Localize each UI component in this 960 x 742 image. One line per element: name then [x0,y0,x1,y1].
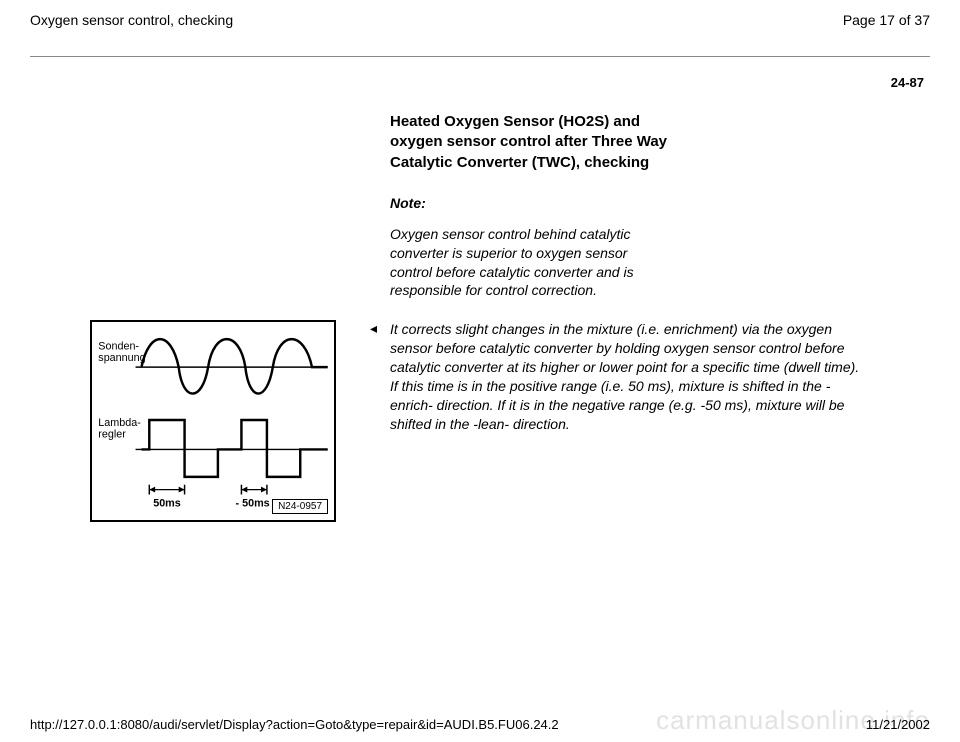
diagram-label-bot1: Lambda- [98,417,141,429]
header-page: Page 17 of 37 [843,12,930,28]
note-label: Note: [390,195,670,211]
footer-date: 11/21/2002 [866,717,930,732]
diagram-label-top2: spannung [98,353,145,365]
content-row: Sonden- spannung Lambda- regler 50ms [30,320,930,522]
diagram-tick-right: - 50ms [236,498,270,510]
page-reference: 24-87 [30,75,930,90]
section-block: Heated Oxygen Sensor (HO2S) and oxygen s… [30,112,930,320]
note-body: Oxygen sensor control behind catalytic c… [390,225,670,301]
diagram-label-bot2: regler [98,429,126,441]
footer-url: http://127.0.0.1:8080/audi/servlet/Displ… [30,717,559,732]
body-text: It corrects slight changes in the mixtur… [390,320,860,433]
diagram-label-top1: Sonden- [98,341,139,353]
footer: http://127.0.0.1:8080/audi/servlet/Displ… [30,717,930,732]
section-title: Heated Oxygen Sensor (HO2S) and oxygen s… [390,112,670,173]
header-row: Oxygen sensor control, checking Page 17 … [30,12,930,28]
waveform-diagram: Sonden- spannung Lambda- regler 50ms [90,320,336,522]
divider [30,56,930,57]
header-title: Oxygen sensor control, checking [30,12,233,28]
indicator-arrow: ◂ [370,320,390,337]
diagram-tick-left: 50ms [153,498,181,510]
diagram-id: N24-0957 [272,499,328,514]
